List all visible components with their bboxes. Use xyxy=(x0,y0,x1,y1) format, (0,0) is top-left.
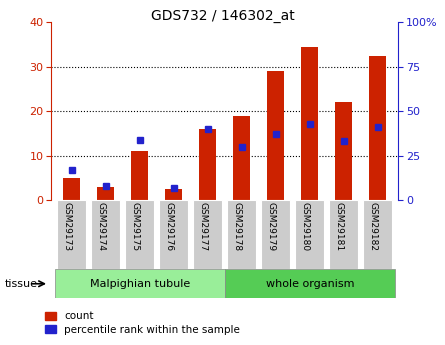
Bar xyxy=(199,129,216,200)
Text: GSM29180: GSM29180 xyxy=(301,202,310,251)
Bar xyxy=(125,200,154,269)
Bar xyxy=(295,200,324,269)
Bar xyxy=(131,151,148,200)
Text: GSM29174: GSM29174 xyxy=(97,202,105,251)
Text: GSM29178: GSM29178 xyxy=(233,202,242,251)
Text: whole organism: whole organism xyxy=(266,279,354,289)
Text: tissue: tissue xyxy=(4,279,37,289)
Bar xyxy=(267,71,284,200)
Bar xyxy=(233,116,250,200)
Bar xyxy=(364,200,392,269)
Text: Malpighian tubule: Malpighian tubule xyxy=(89,279,190,289)
Bar xyxy=(57,200,86,269)
Text: GSM29179: GSM29179 xyxy=(267,202,276,251)
Bar xyxy=(63,178,80,200)
Bar xyxy=(329,200,358,269)
Text: GSM29176: GSM29176 xyxy=(165,202,174,251)
Text: GDS732 / 146302_at: GDS732 / 146302_at xyxy=(150,9,295,23)
Bar xyxy=(369,56,386,200)
Text: GSM29182: GSM29182 xyxy=(369,202,378,251)
Bar xyxy=(55,269,225,298)
Text: GSM29177: GSM29177 xyxy=(199,202,208,251)
Bar xyxy=(97,187,114,200)
Bar xyxy=(301,47,318,200)
Text: GSM29175: GSM29175 xyxy=(131,202,140,251)
Bar xyxy=(91,200,120,269)
Bar xyxy=(193,200,222,269)
Text: GSM29181: GSM29181 xyxy=(335,202,344,251)
Legend: count, percentile rank within the sample: count, percentile rank within the sample xyxy=(45,312,240,335)
Bar xyxy=(227,200,256,269)
Bar xyxy=(336,102,352,200)
Text: GSM29173: GSM29173 xyxy=(63,202,72,251)
Bar xyxy=(159,200,188,269)
Bar xyxy=(165,189,182,200)
Bar xyxy=(225,269,395,298)
Bar xyxy=(261,200,290,269)
